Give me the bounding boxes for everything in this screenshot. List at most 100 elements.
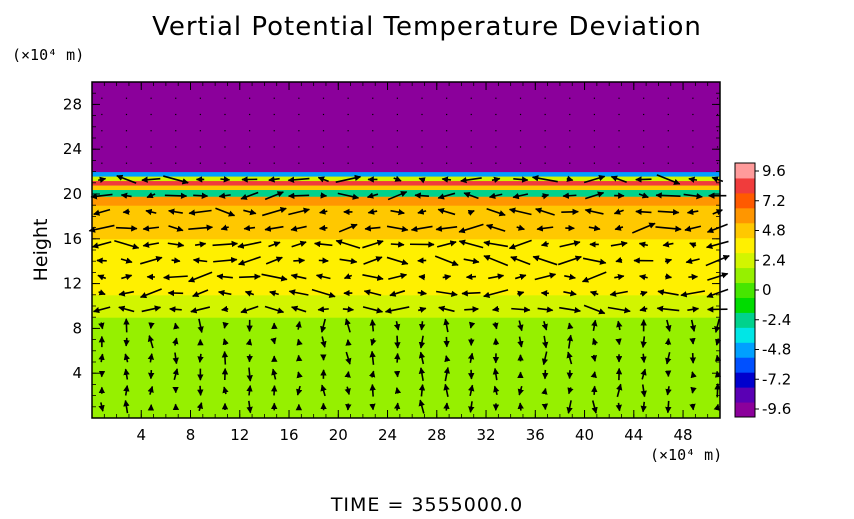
wind-vector: [615, 256, 623, 263]
wind-vector: [417, 208, 427, 215]
wind-vector: [343, 273, 353, 280]
wind-vector: [640, 401, 647, 413]
wind-vector: [512, 192, 529, 200]
wind-vector: [218, 192, 231, 199]
wind-vector: [514, 273, 527, 280]
wind-vector: [188, 209, 212, 216]
wind-vector: [485, 223, 506, 232]
wind-vector: [118, 290, 135, 297]
colorbar-swatch: [735, 163, 755, 179]
wind-vector: [197, 318, 204, 334]
wind-vector: [123, 399, 130, 414]
wind-vector: [438, 305, 455, 313]
wind-vector: [493, 385, 500, 396]
wind-vector: [657, 289, 679, 296]
wind-vector: [220, 176, 231, 183]
wind-vector: [240, 191, 259, 200]
wind-vector: [483, 240, 509, 248]
wind-vector: [98, 289, 106, 296]
wind-vector: [140, 256, 163, 265]
wind-vector: [123, 337, 130, 347]
wind-vector: [169, 306, 182, 313]
wind-vector: [394, 352, 401, 363]
wind-vector: [393, 370, 401, 378]
colorbar-swatch: [735, 267, 755, 284]
wind-vector: [221, 305, 229, 313]
x-tick-label: 4: [136, 426, 146, 444]
wind-vector-field: [88, 97, 730, 414]
wind-vector: [197, 385, 204, 396]
wind-vector: [685, 257, 700, 265]
wind-vector: [513, 176, 529, 183]
wind-vector: [563, 290, 577, 297]
wind-vector: [98, 353, 105, 363]
colorbar-swatch: [735, 282, 755, 298]
wind-vector: [705, 254, 730, 267]
wind-vector: [566, 351, 573, 365]
wind-vector: [418, 335, 426, 349]
wind-vector: [393, 402, 401, 411]
x-tick-label: 40: [575, 426, 594, 444]
wind-vector: [689, 242, 697, 249]
wind-vector: [213, 256, 238, 264]
y-tick-label: 20: [63, 185, 82, 203]
wind-vector: [437, 207, 456, 216]
wind-vector: [387, 191, 408, 201]
wind-vector: [464, 306, 479, 313]
wind-vector: [639, 274, 648, 281]
wind-vector: [268, 176, 280, 183]
wind-vector: [508, 239, 532, 250]
wind-vector: [656, 174, 681, 185]
wind-vector: [335, 239, 361, 249]
wind-vector: [591, 319, 598, 332]
colorbar-label: 9.6: [762, 162, 786, 180]
wind-vector: [614, 273, 625, 281]
wind-vector: [591, 400, 598, 414]
x-tick-label: 8: [186, 426, 196, 444]
wind-vector: [517, 320, 524, 332]
wind-vector: [141, 305, 162, 313]
wind-vector: [590, 354, 598, 362]
wind-vector: [441, 176, 452, 183]
wind-vector: [90, 193, 113, 200]
wind-vector: [665, 319, 672, 332]
wind-vector: [320, 384, 327, 397]
wind-vector: [369, 370, 376, 378]
wind-vector: [369, 403, 376, 411]
wind-vector: [567, 387, 574, 395]
wind-vector: [362, 306, 384, 314]
wind-vector: [638, 241, 649, 248]
wind-vector: [123, 318, 130, 333]
wind-vector: [536, 225, 554, 232]
wind-vector: [566, 400, 573, 414]
wind-vector: [123, 384, 130, 396]
wind-vector: [261, 273, 288, 282]
colorbar-swatch: [735, 177, 755, 194]
wind-vector: [707, 272, 729, 281]
wind-vector: [148, 322, 155, 329]
wind-vector: [246, 400, 253, 414]
wind-vector: [584, 208, 604, 215]
wind-vector: [168, 225, 184, 232]
wind-vector: [588, 224, 601, 232]
wind-vector: [244, 290, 255, 297]
x-tick-label: 44: [624, 426, 643, 444]
wind-vector: [684, 225, 702, 232]
wind-vector: [418, 384, 426, 397]
wind-vector: [388, 272, 408, 280]
wind-vector: [114, 240, 140, 250]
colorbar-swatch: [735, 342, 755, 358]
wind-vector: [315, 273, 331, 280]
wind-vector: [662, 241, 674, 248]
wind-vector: [362, 274, 384, 281]
wind-vector: [417, 289, 427, 297]
wind-vector: [390, 241, 405, 248]
wind-vector: [192, 289, 209, 298]
temperature-band: [92, 176, 720, 182]
wind-vector: [369, 319, 376, 332]
wind-vector: [461, 290, 481, 297]
wind-vector: [665, 400, 672, 414]
wind-vector: [665, 273, 673, 280]
wind-vector: [222, 321, 229, 329]
